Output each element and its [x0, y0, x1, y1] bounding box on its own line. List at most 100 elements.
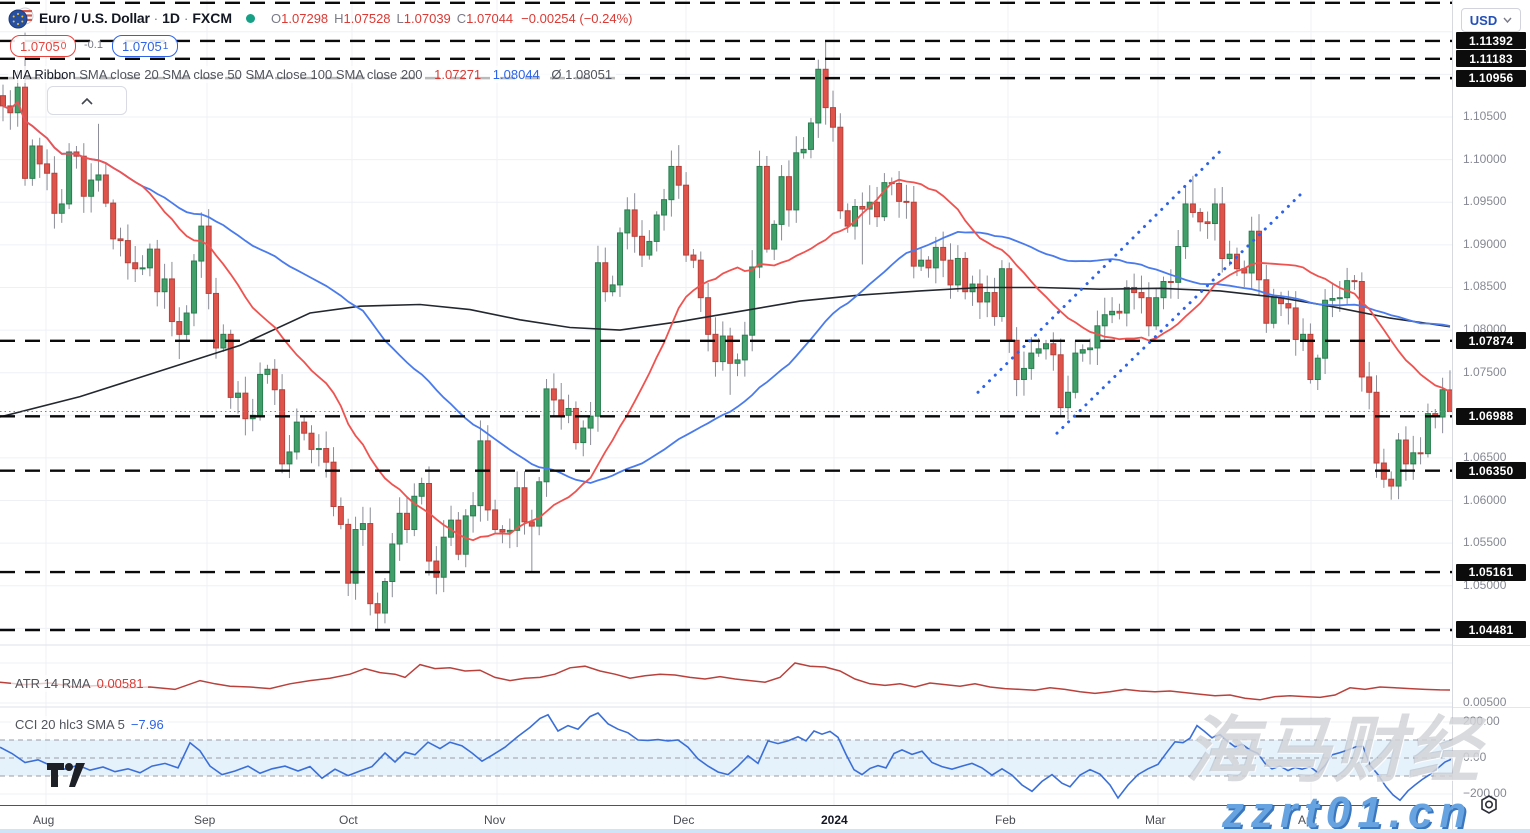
candle-up	[1248, 230, 1255, 274]
ribbon-average-value: Ø 1.08051	[551, 67, 613, 82]
pair-flags-icon[interactable]	[8, 6, 34, 30]
scale-pane-separator	[1453, 707, 1530, 708]
currency-dropdown[interactable]: USD	[1461, 8, 1521, 32]
candle-up	[161, 278, 168, 293]
candle-down	[925, 259, 932, 269]
candle-up	[609, 284, 616, 293]
candle-down	[271, 368, 278, 391]
candle-up	[984, 292, 991, 303]
time-axis-month-label[interactable]: Oct	[339, 813, 358, 827]
candle-down	[1285, 303, 1292, 309]
collapse-panel-button[interactable]	[47, 86, 127, 115]
candle-down	[639, 235, 646, 256]
candle-down	[51, 172, 58, 214]
ohlc-low: L1.07039	[396, 10, 451, 26]
candle-up	[734, 359, 741, 364]
ma-ribbon-legend[interactable]: MA Ribbon SMA close 20 SMA close 50 SMA …	[8, 66, 617, 83]
candle-down	[132, 262, 139, 270]
candle-up	[1072, 352, 1079, 393]
tradingview-logo-icon[interactable]	[46, 762, 88, 788]
candle-down	[1131, 286, 1138, 294]
time-axis-month-label[interactable]: Apr	[1298, 813, 1317, 827]
time-axis-month-label[interactable]: Dec	[673, 813, 695, 827]
time-axis-year-label[interactable]: 2024	[821, 813, 848, 827]
candle-up	[396, 512, 403, 545]
candle-down	[572, 407, 579, 444]
candle-down	[1373, 391, 1380, 464]
candle-up	[470, 505, 477, 517]
price-tick-label: 1.07500	[1463, 364, 1507, 379]
timeframe-button[interactable]: 1D	[162, 10, 181, 26]
time-axis-month-label[interactable]: Aug	[33, 813, 55, 827]
candle-up	[536, 481, 543, 527]
watermark-footer-strip	[0, 829, 1530, 833]
price-tick-label: 1.10500	[1463, 109, 1507, 123]
candle-down	[1189, 203, 1196, 213]
candle-up	[852, 205, 859, 227]
candle-up	[815, 68, 822, 124]
price-tick-label: 1.05000	[1463, 577, 1507, 592]
chevron-up-icon	[81, 97, 93, 105]
candle-up	[741, 334, 748, 361]
candle-down	[110, 202, 117, 240]
candle-down	[558, 399, 565, 416]
candle-up	[594, 262, 601, 417]
candle-down	[1219, 203, 1226, 259]
candle-up	[646, 240, 653, 256]
candle-down	[1351, 280, 1358, 283]
candle-up	[440, 536, 447, 578]
candle-down	[0, 95, 6, 107]
candle-up	[1109, 310, 1116, 316]
candle-up	[661, 199, 668, 216]
time-axis-month-label[interactable]: Feb	[995, 813, 1016, 827]
settings-gear-icon[interactable]	[1476, 794, 1502, 816]
candle-up	[183, 312, 190, 335]
ohlc-open: O1.07298	[271, 10, 329, 26]
price-chart-canvas[interactable]	[0, 0, 1452, 833]
exchange-name[interactable]: FXCM	[192, 10, 233, 26]
sma200-line	[0, 286, 1451, 418]
candle-up	[477, 440, 484, 507]
candle-up	[293, 421, 300, 453]
candle-up	[146, 248, 153, 269]
candle-down	[1233, 253, 1240, 270]
candle-up	[881, 182, 888, 218]
candle-up	[88, 179, 95, 197]
candle-down	[1402, 439, 1409, 465]
time-axis-month-label[interactable]: Mar	[1145, 813, 1166, 827]
pair-name[interactable]: Euro / U.S. Dollar	[39, 10, 150, 26]
price-tick-label: 1.08500	[1463, 279, 1507, 294]
atr-tick-label: 0.00500	[1463, 695, 1507, 709]
candle-up	[587, 415, 594, 429]
candle-up	[1322, 299, 1329, 359]
candle-up	[616, 232, 623, 286]
candle-down	[602, 262, 609, 293]
time-axis-month-label[interactable]: Sep	[194, 813, 216, 827]
price-scale[interactable]: USD 1.10500 1.10000 1.09500 1.09000 1.08500 1…	[1452, 0, 1530, 833]
candle-down	[1116, 310, 1123, 314]
time-axis-month-label[interactable]: Nov	[484, 813, 506, 827]
time-axis[interactable]: Aug Sep Oct Nov Dec 2024 Feb Mar Apr	[0, 805, 1530, 833]
price-level-badge: 1.05161	[1456, 563, 1526, 581]
cci-indicator-legend[interactable]: CCI 20 hlc3 SMA 5 −7.96	[11, 716, 168, 733]
price-level-badge: 1.10956	[1456, 69, 1526, 87]
candle-down	[1307, 333, 1314, 381]
market-status-icon[interactable]	[246, 13, 256, 23]
trendline-dotted	[976, 147, 1224, 394]
price-level-badge: 1.04481	[1456, 621, 1526, 639]
candle-down	[433, 560, 440, 578]
price-alert-label-red[interactable]: 1.0705 0	[10, 35, 77, 57]
candle-up	[198, 225, 205, 262]
atr-indicator-legend[interactable]: ATR 14 RMA 0.00581	[11, 675, 148, 692]
candle-up	[1042, 343, 1049, 350]
candle-up	[932, 246, 939, 269]
candle-down	[962, 257, 969, 293]
candle-down	[1292, 307, 1299, 340]
candle-down	[1366, 376, 1373, 393]
price-tick-label: 1.09500	[1463, 194, 1507, 209]
price-alert-label-blue[interactable]: 1.0705 1	[112, 35, 179, 57]
cci-tick-label: −200.00	[1463, 786, 1507, 800]
price-level-badge: 1.06988	[1456, 407, 1526, 425]
candle-up	[580, 427, 587, 444]
candle-up	[918, 259, 925, 267]
